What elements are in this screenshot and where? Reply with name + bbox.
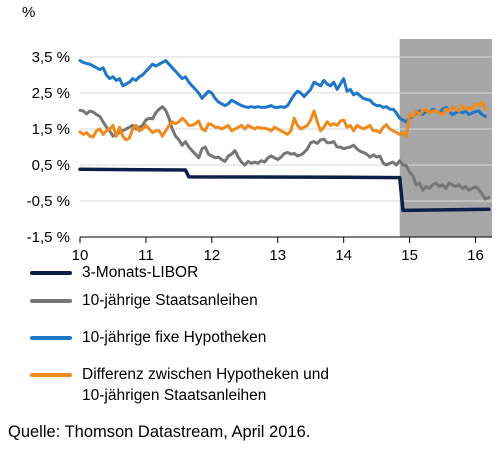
legend-label-libor: 3-Monats-LIBOR [82, 264, 199, 281]
legend-swatch-hypotheken [30, 336, 72, 340]
legend-item-differenz: Differenz zwischen Hypotheken und 10-jäh… [30, 364, 490, 406]
source-note: Quelle: Thomson Datastream, April 2016. [8, 423, 311, 441]
x-tick-label: 12 [203, 247, 220, 264]
legend: 3-Monats-LIBOR 10-jährige Staatsanleihen… [30, 262, 490, 406]
x-tick-label: 11 [138, 247, 154, 264]
y-axis-ticks: 3,5 % 2,5 % 1,5 % 0,5 % -0,5 % -1,5 % [27, 49, 70, 246]
legend-swatch-libor [30, 271, 72, 275]
x-axis-ticks: 10 11 12 13 14 15 16 [72, 237, 484, 264]
legend-item-staatsanleihen: 10-jährige Staatsanleihen [30, 290, 490, 311]
series-layer [78, 59, 491, 213]
y-tick-label: -0,5 % [27, 193, 70, 210]
series-line-libor [78, 167, 491, 213]
y-tick-label: -1,5 % [27, 229, 70, 246]
y-tick-label: 0,5 % [32, 157, 70, 174]
x-tick-label: 16 [467, 247, 484, 264]
legend-swatch-differenz [30, 373, 72, 377]
y-unit-label: % [22, 4, 35, 21]
x-tick-label: 10 [72, 247, 89, 264]
legend-label-differenz: Differenz zwischen Hypotheken und 10-jäh… [82, 366, 329, 404]
y-tick-label: 1,5 % [32, 121, 70, 138]
grid-lines [80, 56, 492, 202]
legend-swatch-staatsanleihen [30, 299, 72, 303]
x-tick-label: 13 [269, 247, 286, 264]
x-tick-label: 14 [335, 247, 352, 264]
legend-label-hypotheken: 10-jährige fixe Hypotheken [82, 329, 267, 346]
legend-item-hypotheken: 10-jährige fixe Hypotheken [30, 327, 490, 348]
y-tick-label: 3,5 % [32, 49, 70, 66]
x-tick-label: 15 [401, 247, 418, 264]
legend-item-libor: 3-Monats-LIBOR [30, 262, 490, 283]
series-line-staatsanleihen [78, 105, 491, 201]
legend-label-staatsanleihen: 10-jährige Staatsanleihen [82, 292, 258, 309]
shaded-forecast-area [399, 39, 492, 237]
series-line-differenz [78, 100, 487, 142]
y-tick-label: 2,5 % [32, 85, 70, 102]
